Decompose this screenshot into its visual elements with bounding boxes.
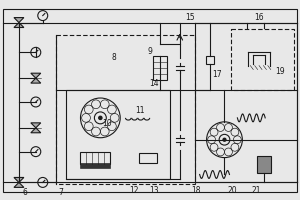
Bar <box>153 56 167 80</box>
Text: 12: 12 <box>129 186 138 195</box>
Text: 21: 21 <box>251 186 260 195</box>
Polygon shape <box>31 73 41 78</box>
Text: 11: 11 <box>135 106 144 115</box>
Text: 17: 17 <box>212 70 222 79</box>
Polygon shape <box>14 23 24 28</box>
Polygon shape <box>14 18 24 23</box>
Bar <box>80 152 110 164</box>
Text: 18: 18 <box>191 186 201 195</box>
Bar <box>66 90 170 179</box>
Bar <box>80 163 110 168</box>
Text: 16: 16 <box>254 13 264 22</box>
Circle shape <box>223 138 226 141</box>
Bar <box>231 28 294 90</box>
Bar <box>206 56 214 64</box>
Text: 13: 13 <box>150 186 159 195</box>
Text: 8: 8 <box>112 53 117 62</box>
Polygon shape <box>31 123 41 128</box>
Text: 14: 14 <box>150 79 159 88</box>
Text: 6: 6 <box>22 188 27 197</box>
Polygon shape <box>14 177 24 182</box>
Circle shape <box>99 116 102 119</box>
Bar <box>139 153 157 163</box>
Text: 7: 7 <box>58 188 63 197</box>
Text: 20: 20 <box>227 186 237 195</box>
Text: 10: 10 <box>102 119 112 128</box>
Text: 15: 15 <box>185 13 195 22</box>
Polygon shape <box>14 182 24 187</box>
Bar <box>257 156 271 173</box>
Bar <box>56 35 195 184</box>
Polygon shape <box>31 78 41 83</box>
Polygon shape <box>31 128 41 133</box>
Text: 19: 19 <box>275 67 284 76</box>
Text: 9: 9 <box>148 47 152 56</box>
